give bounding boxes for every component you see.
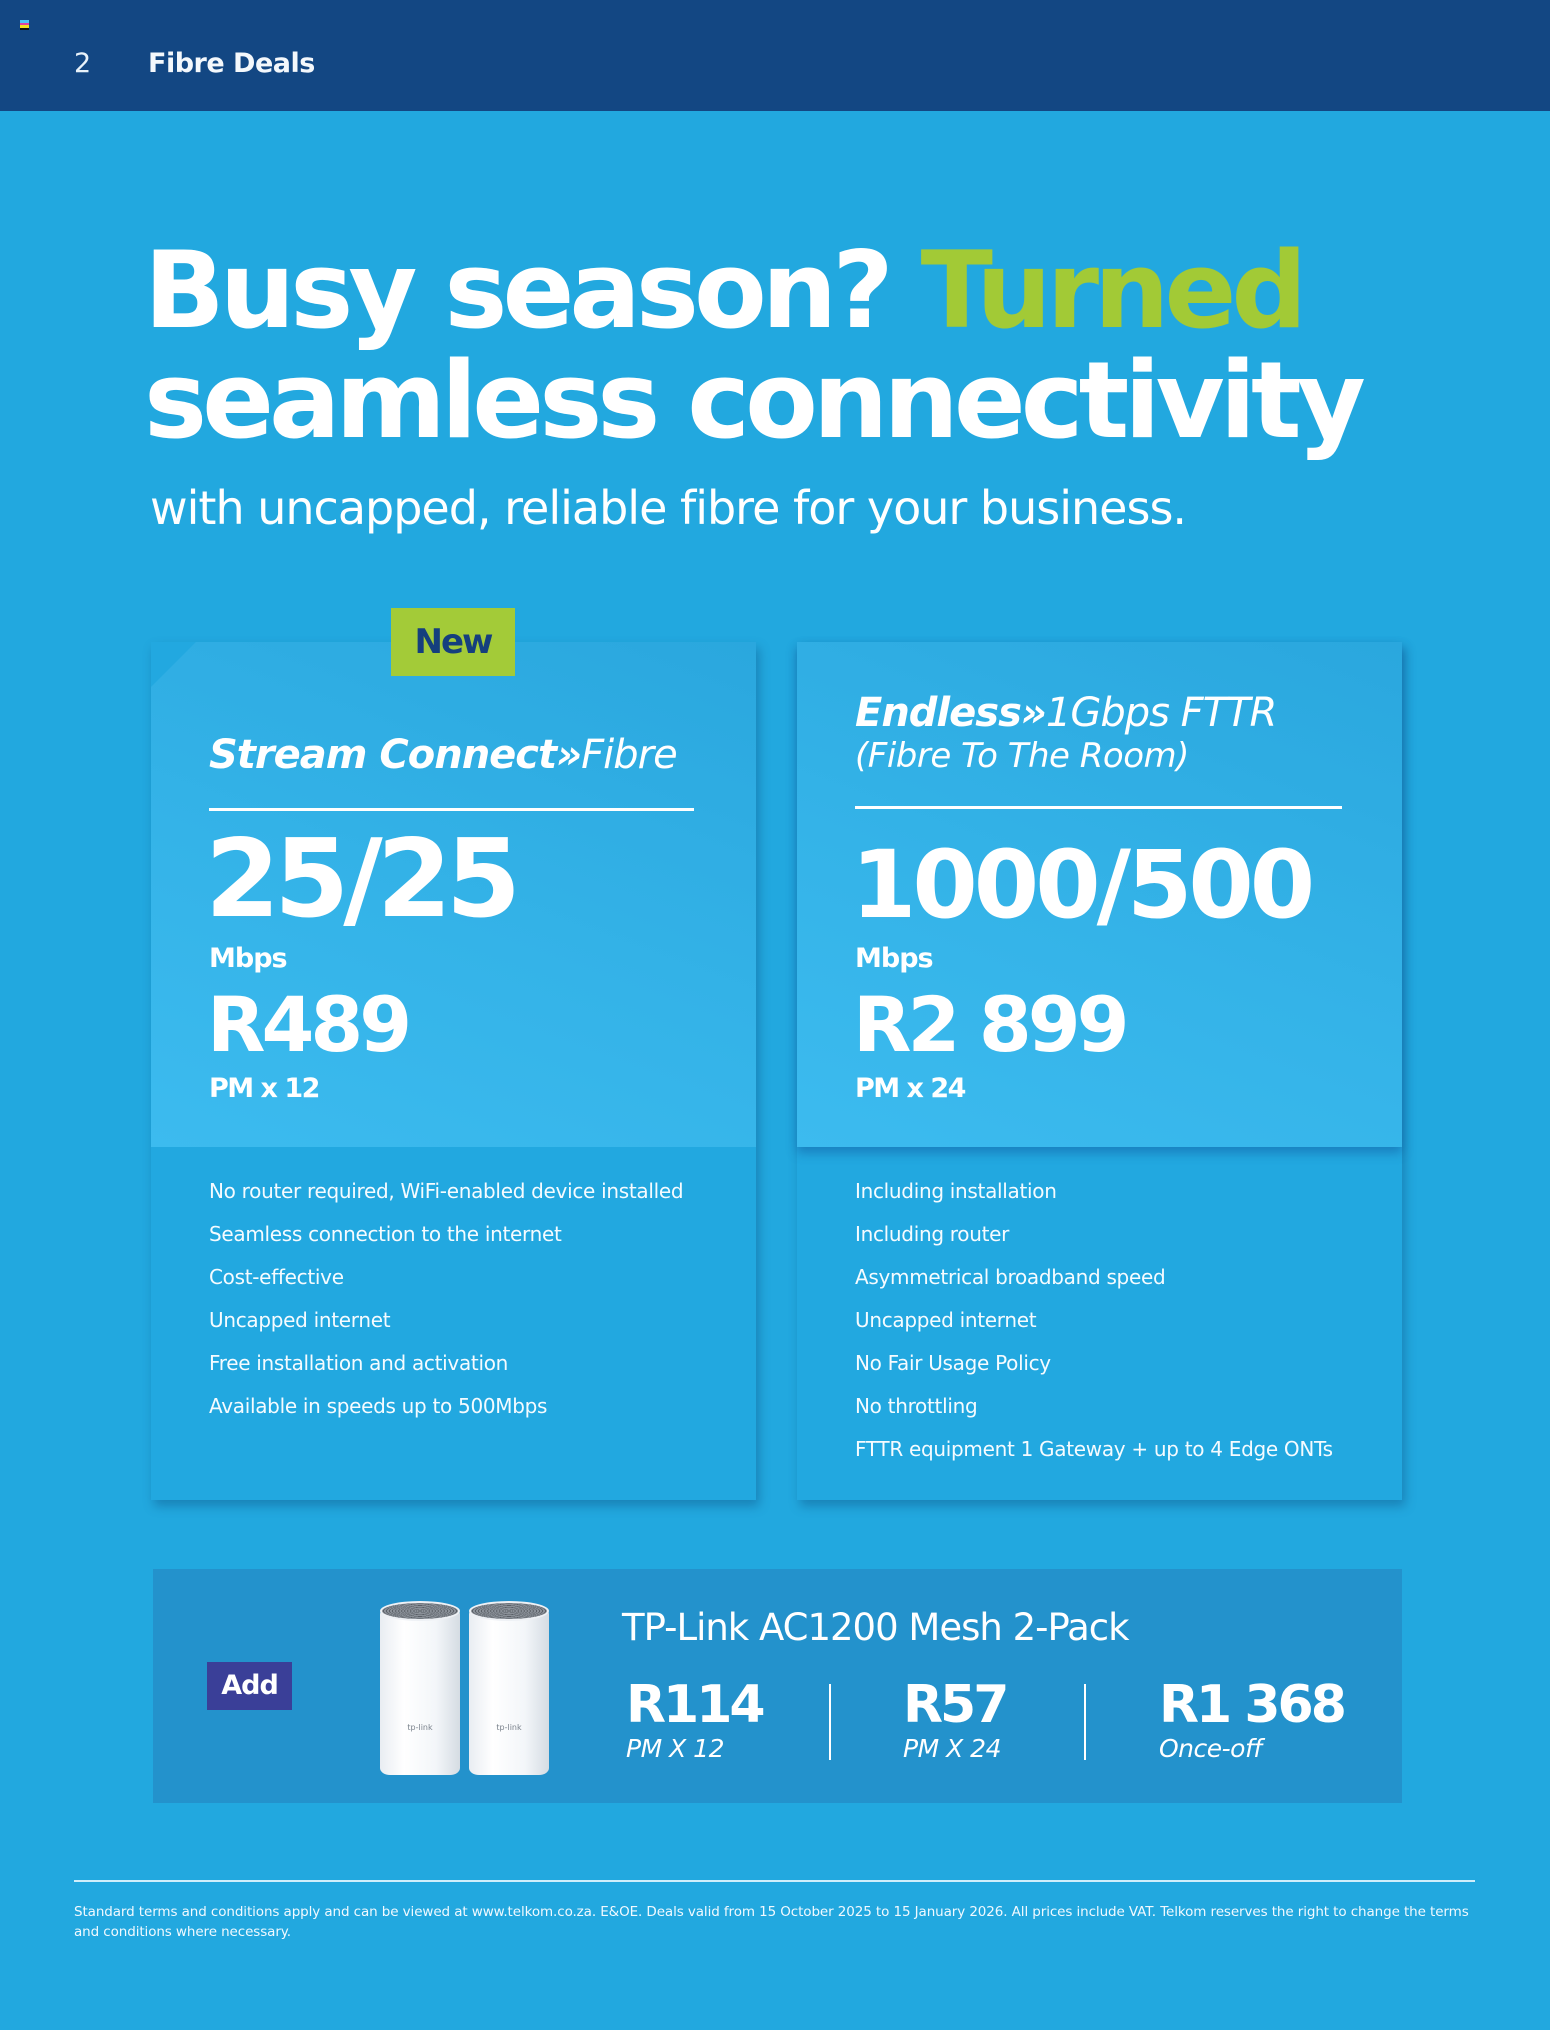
feature-item: FTTR equipment 1 Gateway + up to 4 Edge … [855, 1437, 1333, 1461]
router-vent-icon [469, 1601, 549, 1621]
deal-price: R489 [207, 980, 412, 1069]
feature-item: No throttling [855, 1394, 978, 1418]
divider [209, 808, 694, 811]
deal-card-header: Stream Connect»Fibre 25/25 Mbps R489 PM … [151, 642, 756, 1147]
deal-card-endless-fttr[interactable]: Endless»1Gbps FTTR (Fibre To The Room) 1… [797, 642, 1402, 1500]
deal-price: R2 899 [853, 980, 1130, 1069]
headline-accent: Turned [920, 229, 1308, 352]
section-title: Fibre Deals [148, 48, 315, 79]
deal-speed-unit: Mbps [209, 943, 288, 974]
hero-headline: Busy season? Turned seamless connectivit… [144, 236, 1366, 462]
headline-line-1: Busy season? Turned [144, 236, 1361, 346]
feature-item: No router required, WiFi-enabled device … [209, 1179, 684, 1203]
option-term: PM X 12 [626, 1734, 724, 1763]
deal-term: PM x 24 [855, 1073, 966, 1104]
addon-banner: Add tp-link tp-link TP-Link AC1200 Mesh … [153, 1569, 1402, 1803]
feature-item: Uncapped internet [855, 1308, 1037, 1332]
deal-speed: 25/25 [205, 817, 521, 942]
page-header [0, 0, 1550, 111]
price-option: R114 PM X 12 [626, 1675, 766, 1765]
deal-title-light: 1Gbps FTTR [1045, 690, 1277, 736]
headline-part-1: Busy season? [144, 229, 921, 352]
feature-item: Including router [855, 1222, 1010, 1246]
deal-title: Stream Connect»Fibre [209, 730, 678, 780]
feature-item: No Fair Usage Policy [855, 1351, 1051, 1375]
deal-term: PM x 12 [209, 1073, 320, 1104]
router-vent-icon [380, 1601, 460, 1621]
deal-title: Endless»1Gbps FTTR [855, 688, 1277, 738]
feature-item: Cost-effective [209, 1265, 344, 1289]
option-term: PM X 24 [903, 1734, 1001, 1763]
deal-card-stream-connect[interactable]: Stream Connect»Fibre 25/25 Mbps R489 PM … [151, 642, 756, 1500]
add-button[interactable]: Add [207, 1662, 292, 1710]
mesh-router-image: tp-link [469, 1601, 549, 1777]
feature-item: Including installation [855, 1179, 1057, 1203]
headline-line-2: seamless connectivity [144, 339, 1366, 462]
device-logo: tp-link [496, 1723, 522, 1732]
feature-item: Asymmetrical broadband speed [855, 1265, 1166, 1289]
deal-speed-unit: Mbps [855, 943, 934, 974]
feature-item: Free installation and activation [209, 1351, 509, 1375]
deal-title-light: Fibre [581, 732, 678, 778]
footer-divider [74, 1880, 1475, 1882]
deal-features: Including installation Including router … [855, 1170, 1333, 1471]
page-number: 2 [74, 48, 92, 79]
deal-card-header: Endless»1Gbps FTTR (Fibre To The Room) 1… [797, 642, 1402, 1147]
option-term: Once-off [1159, 1734, 1262, 1763]
product-name: TP-Link AC1200 Mesh 2-Pack [622, 1606, 1130, 1649]
feature-item: Uncapped internet [209, 1308, 391, 1332]
feature-item: Seamless connection to the internet [209, 1222, 562, 1246]
divider [855, 806, 1342, 809]
feature-item: Available in speeds up to 500Mbps [209, 1394, 548, 1418]
new-badge: New [391, 608, 515, 676]
deal-title-bold: Endless» [855, 690, 1047, 736]
price-option: R57 PM X 24 [903, 1675, 1009, 1765]
deal-features: No router required, WiFi-enabled device … [209, 1170, 684, 1428]
option-price: R114 [626, 1675, 766, 1735]
divider [829, 1684, 831, 1760]
terms-disclaimer: Standard terms and conditions apply and … [74, 1904, 1469, 1940]
deal-speed: 1000/500 [851, 831, 1315, 940]
hero-subheadline: with uncapped, reliable fibre for your b… [150, 481, 1187, 535]
price-option: R1 368 Once-off [1159, 1675, 1347, 1765]
option-price: R1 368 [1159, 1675, 1347, 1735]
device-logo: tp-link [407, 1723, 433, 1732]
mesh-router-image: tp-link [380, 1601, 460, 1777]
print-registration-mark-icon [20, 20, 29, 30]
option-price: R57 [903, 1675, 1009, 1735]
divider [1084, 1684, 1086, 1760]
deal-subtitle: (Fibre To The Room) [855, 736, 1189, 776]
deal-title-bold: Stream Connect» [209, 732, 582, 778]
